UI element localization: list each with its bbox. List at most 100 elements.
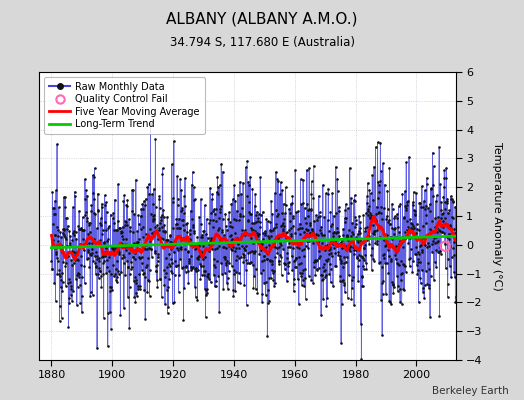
Point — [445, 222, 454, 228]
Point — [126, 271, 134, 277]
Point — [113, 274, 122, 280]
Point — [368, 230, 377, 237]
Point — [405, 154, 413, 160]
Point — [282, 278, 291, 284]
Point — [117, 255, 126, 261]
Point — [235, 217, 243, 224]
Point — [247, 211, 256, 217]
Point — [124, 294, 132, 300]
Point — [121, 271, 129, 278]
Point — [327, 266, 335, 272]
Point — [137, 226, 145, 232]
Point — [307, 207, 315, 213]
Point — [426, 226, 434, 232]
Point — [143, 184, 151, 190]
Point — [235, 244, 244, 251]
Point — [391, 256, 400, 262]
Point — [451, 299, 460, 306]
Point — [103, 256, 111, 263]
Point — [282, 230, 290, 236]
Point — [335, 255, 344, 262]
Point — [313, 214, 322, 220]
Point — [142, 231, 150, 237]
Point — [337, 340, 345, 346]
Point — [196, 221, 205, 227]
Point — [425, 265, 433, 272]
Point — [106, 211, 115, 218]
Point — [387, 279, 396, 285]
Point — [439, 217, 447, 224]
Point — [407, 220, 415, 226]
Point — [310, 218, 319, 224]
Point — [69, 232, 78, 238]
Point — [269, 226, 277, 233]
Point — [432, 234, 441, 240]
Point — [112, 276, 121, 283]
Point — [290, 276, 299, 283]
Point — [234, 279, 242, 285]
Point — [447, 225, 455, 231]
Point — [225, 242, 233, 249]
Point — [115, 251, 124, 258]
Point — [160, 282, 168, 288]
Point — [220, 235, 228, 242]
Point — [100, 240, 108, 246]
Point — [141, 246, 149, 252]
Point — [398, 270, 406, 276]
Point — [138, 260, 146, 266]
Point — [314, 192, 323, 199]
Point — [299, 246, 308, 252]
Point — [175, 272, 183, 278]
Point — [328, 250, 336, 256]
Point — [211, 283, 219, 289]
Point — [402, 227, 411, 234]
Point — [189, 224, 198, 231]
Point — [49, 220, 58, 227]
Point — [138, 201, 147, 207]
Point — [270, 244, 279, 250]
Point — [367, 252, 376, 259]
Point — [324, 256, 332, 262]
Point — [259, 257, 268, 263]
Point — [355, 257, 363, 264]
Point — [309, 280, 317, 286]
Point — [169, 249, 178, 256]
Point — [431, 215, 439, 222]
Point — [332, 228, 341, 235]
Point — [408, 226, 416, 232]
Point — [190, 184, 198, 191]
Point — [288, 193, 297, 199]
Point — [321, 247, 330, 253]
Point — [62, 236, 70, 242]
Point — [351, 224, 359, 231]
Point — [260, 253, 268, 259]
Point — [339, 264, 347, 270]
Point — [297, 176, 305, 182]
Point — [356, 225, 364, 232]
Point — [175, 224, 183, 231]
Point — [429, 163, 438, 169]
Point — [134, 286, 143, 292]
Point — [61, 194, 69, 200]
Point — [407, 221, 416, 227]
Point — [384, 206, 392, 212]
Point — [269, 225, 278, 232]
Point — [387, 258, 395, 264]
Point — [63, 243, 71, 250]
Point — [421, 187, 429, 194]
Point — [268, 258, 276, 264]
Point — [139, 271, 148, 278]
Point — [436, 248, 444, 254]
Point — [254, 237, 263, 244]
Point — [380, 205, 388, 212]
Point — [248, 185, 257, 192]
Point — [198, 234, 206, 240]
Point — [75, 271, 83, 277]
Point — [202, 287, 210, 294]
Point — [262, 216, 270, 222]
Point — [96, 268, 104, 274]
Point — [365, 241, 374, 248]
Point — [279, 246, 287, 252]
Point — [68, 298, 76, 304]
Point — [95, 258, 103, 264]
